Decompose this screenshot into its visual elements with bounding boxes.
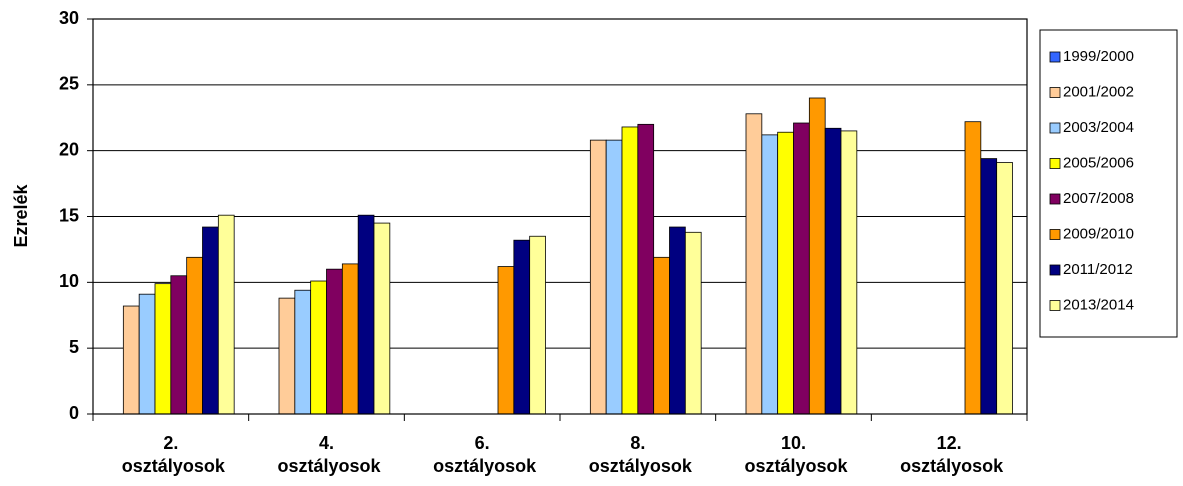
legend-swatch (1049, 229, 1061, 240)
legend (1039, 29, 1178, 338)
bar (513, 239, 531, 415)
legend-label: 2001/2002 (1063, 83, 1134, 100)
x-tick-label: 12. osztályosok (895, 433, 1004, 476)
bar (605, 139, 623, 415)
y-tick-label: 10 (59, 271, 79, 291)
x-tick-label: 10. osztályosok (739, 433, 848, 476)
bar (808, 97, 826, 415)
y-axis-label: Ezrelék (11, 183, 31, 247)
legend-swatch (1049, 87, 1061, 98)
bar (310, 280, 327, 415)
legend-label: 2011/2012 (1063, 261, 1133, 278)
bar (964, 121, 982, 415)
legend-swatch (1049, 122, 1061, 134)
y-tick-label: 20 (59, 139, 79, 159)
x-tick-label: 4. osztályosok (272, 433, 381, 476)
bar (357, 214, 375, 415)
bar (497, 266, 515, 415)
bar (840, 130, 858, 415)
bar (217, 214, 235, 415)
bar (621, 126, 639, 415)
legend-swatch (1049, 51, 1061, 63)
legend-label: 1999/2000 (1063, 48, 1134, 65)
x-tick-label: 8. osztályosok (584, 433, 693, 476)
bar (653, 256, 670, 415)
legend-label: 2013/2014 (1063, 296, 1134, 313)
legend-swatch (1049, 264, 1061, 276)
bar (824, 127, 842, 415)
y-tick-label: 30 (59, 8, 79, 28)
bar (373, 222, 391, 415)
y-tick-label: 5 (69, 337, 79, 357)
bar (996, 162, 1013, 415)
bar (980, 158, 998, 415)
legend-label: 2009/2010 (1063, 225, 1134, 242)
bar (186, 256, 203, 415)
bar (793, 122, 810, 415)
bar (529, 235, 546, 415)
y-tick-label: 15 (59, 205, 79, 225)
bar (122, 305, 140, 415)
x-tick-label: 6. osztályosok (428, 433, 537, 476)
bar (170, 275, 188, 415)
legend-swatch (1049, 158, 1061, 169)
legend-label: 2005/2006 (1063, 154, 1134, 171)
x-tick-label: 2. osztályosok (117, 433, 226, 476)
bar (154, 283, 172, 415)
bar (138, 293, 156, 415)
plot-border (92, 18, 1028, 415)
bar (326, 268, 343, 415)
bar (777, 131, 794, 415)
bar (589, 139, 607, 415)
y-tick-label: 25 (59, 74, 79, 94)
legend-swatch (1049, 300, 1061, 311)
bar (202, 226, 219, 415)
bar (278, 297, 296, 415)
bar (761, 134, 779, 415)
bar (294, 289, 312, 415)
bar (637, 123, 655, 415)
legend-swatch (1049, 193, 1061, 205)
bar (684, 231, 702, 415)
bar (745, 113, 763, 415)
y-tick-label: 0 (69, 403, 79, 423)
bar (669, 226, 686, 415)
bar (341, 263, 359, 415)
legend-label: 2007/2008 (1063, 190, 1134, 207)
legend-label: 2003/2004 (1063, 119, 1134, 136)
